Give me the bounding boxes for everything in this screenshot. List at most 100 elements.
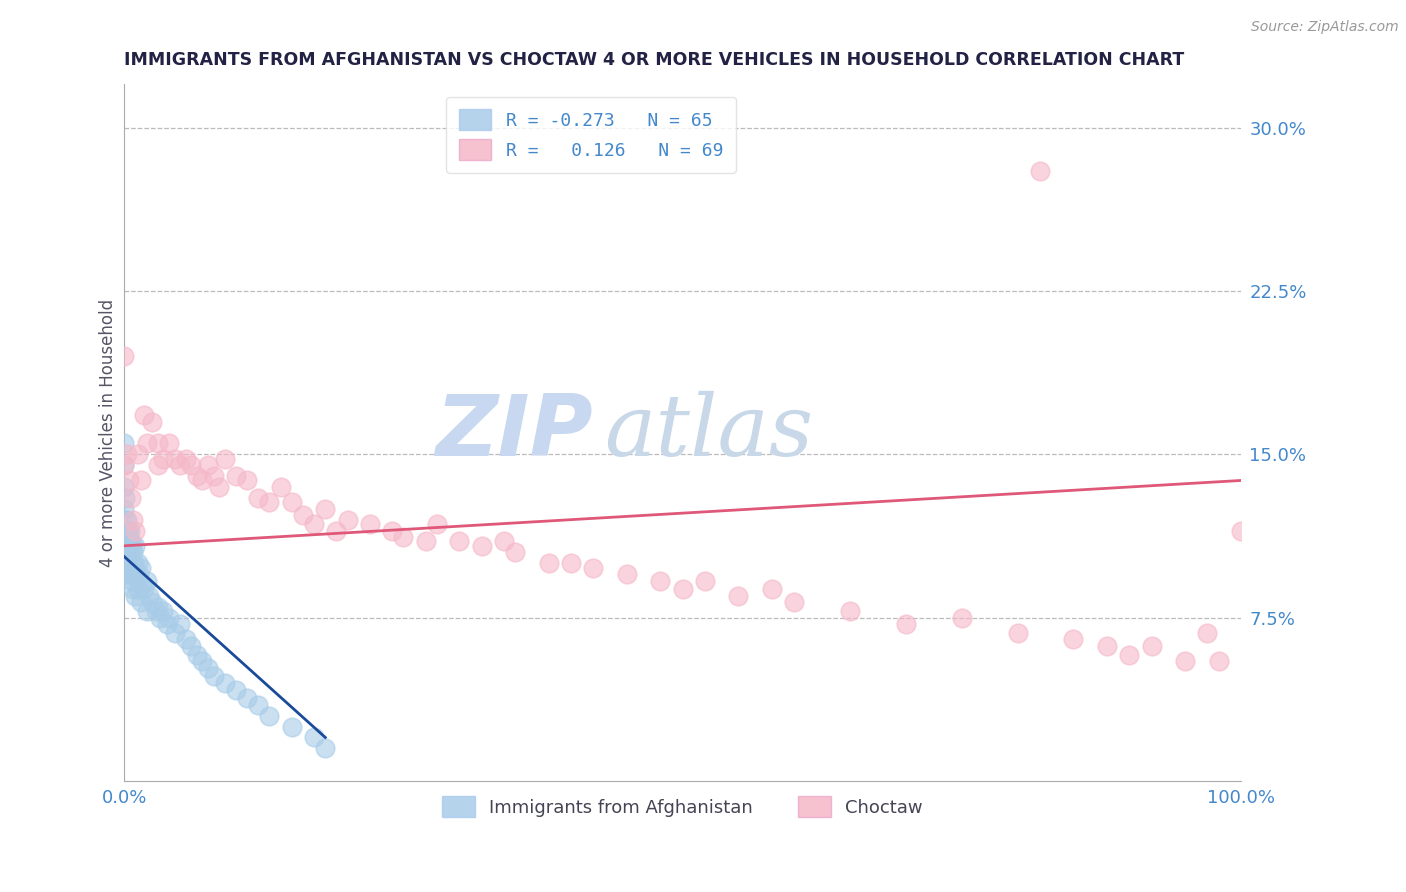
- Point: [115, 556, 138, 570]
- Point: [124, 556, 146, 570]
- Point: [783, 595, 806, 609]
- Point: [134, 582, 156, 597]
- Point: [118, 567, 141, 582]
- Point: [471, 539, 494, 553]
- Point: [131, 578, 153, 592]
- Point: [112, 480, 135, 494]
- Point: [141, 595, 163, 609]
- Point: [325, 524, 347, 538]
- Point: [124, 539, 146, 553]
- Point: [727, 589, 749, 603]
- Point: [560, 556, 582, 570]
- Point: [537, 556, 560, 570]
- Point: [112, 458, 135, 473]
- Point: [135, 574, 157, 588]
- Point: [118, 567, 141, 582]
- Point: [208, 480, 231, 494]
- Point: [120, 534, 142, 549]
- Point: [202, 469, 225, 483]
- Point: [117, 545, 139, 559]
- Point: [135, 436, 157, 450]
- Point: [118, 524, 141, 538]
- Point: [186, 648, 208, 662]
- Point: [112, 524, 135, 538]
- Point: [118, 545, 141, 559]
- Point: [492, 534, 515, 549]
- Point: [115, 447, 138, 461]
- Point: [650, 574, 672, 588]
- Point: [894, 617, 917, 632]
- Point: [112, 458, 135, 473]
- Point: [693, 574, 716, 588]
- Point: [129, 595, 152, 609]
- Point: [118, 474, 141, 488]
- Point: [225, 682, 247, 697]
- Point: [259, 708, 281, 723]
- Point: [180, 458, 202, 473]
- Point: [381, 524, 404, 538]
- Point: [127, 582, 149, 597]
- Point: [118, 534, 141, 549]
- Point: [112, 501, 135, 516]
- Point: [202, 669, 225, 683]
- Point: [141, 415, 163, 429]
- Point: [169, 458, 191, 473]
- Point: [157, 610, 180, 624]
- Point: [124, 589, 146, 603]
- Point: [128, 567, 150, 582]
- Point: [120, 567, 142, 582]
- Point: [214, 676, 236, 690]
- Point: [174, 451, 197, 466]
- Point: [114, 513, 136, 527]
- Point: [124, 560, 146, 574]
- Point: [1029, 164, 1052, 178]
- Point: [225, 469, 247, 483]
- Point: [449, 534, 471, 549]
- Legend: Immigrants from Afghanistan, Choctaw: Immigrants from Afghanistan, Choctaw: [436, 789, 929, 824]
- Point: [1062, 632, 1084, 647]
- Point: [149, 610, 172, 624]
- Point: [114, 545, 136, 559]
- Point: [359, 516, 381, 531]
- Point: [163, 451, 186, 466]
- Text: IMMIGRANTS FROM AFGHANISTAN VS CHOCTAW 4 OR MORE VEHICLES IN HOUSEHOLD CORRELATI: IMMIGRANTS FROM AFGHANISTAN VS CHOCTAW 4…: [124, 51, 1185, 69]
- Point: [302, 516, 325, 531]
- Point: [157, 436, 180, 450]
- Point: [124, 524, 146, 538]
- Point: [761, 582, 783, 597]
- Point: [302, 731, 325, 745]
- Point: [129, 474, 152, 488]
- Point: [135, 604, 157, 618]
- Point: [247, 698, 270, 712]
- Point: [180, 639, 202, 653]
- Point: [122, 513, 145, 527]
- Point: [114, 567, 136, 582]
- Y-axis label: 4 or more Vehicles in Household: 4 or more Vehicles in Household: [100, 299, 117, 566]
- Point: [415, 534, 437, 549]
- Point: [146, 599, 169, 614]
- Point: [270, 480, 292, 494]
- Point: [1230, 524, 1253, 538]
- Point: [214, 451, 236, 466]
- Point: [112, 349, 135, 363]
- Point: [117, 524, 139, 538]
- Point: [1174, 654, 1197, 668]
- Point: [152, 604, 174, 618]
- Point: [122, 545, 145, 559]
- Point: [120, 491, 142, 505]
- Point: [950, 610, 973, 624]
- Point: [503, 545, 526, 559]
- Point: [114, 534, 136, 549]
- Point: [236, 474, 259, 488]
- Point: [197, 661, 219, 675]
- Point: [236, 691, 259, 706]
- Point: [112, 436, 135, 450]
- Point: [146, 436, 169, 450]
- Point: [115, 524, 138, 538]
- Point: [582, 560, 605, 574]
- Point: [127, 447, 149, 461]
- Point: [1140, 639, 1163, 653]
- Point: [281, 495, 304, 509]
- Point: [114, 524, 136, 538]
- Point: [163, 626, 186, 640]
